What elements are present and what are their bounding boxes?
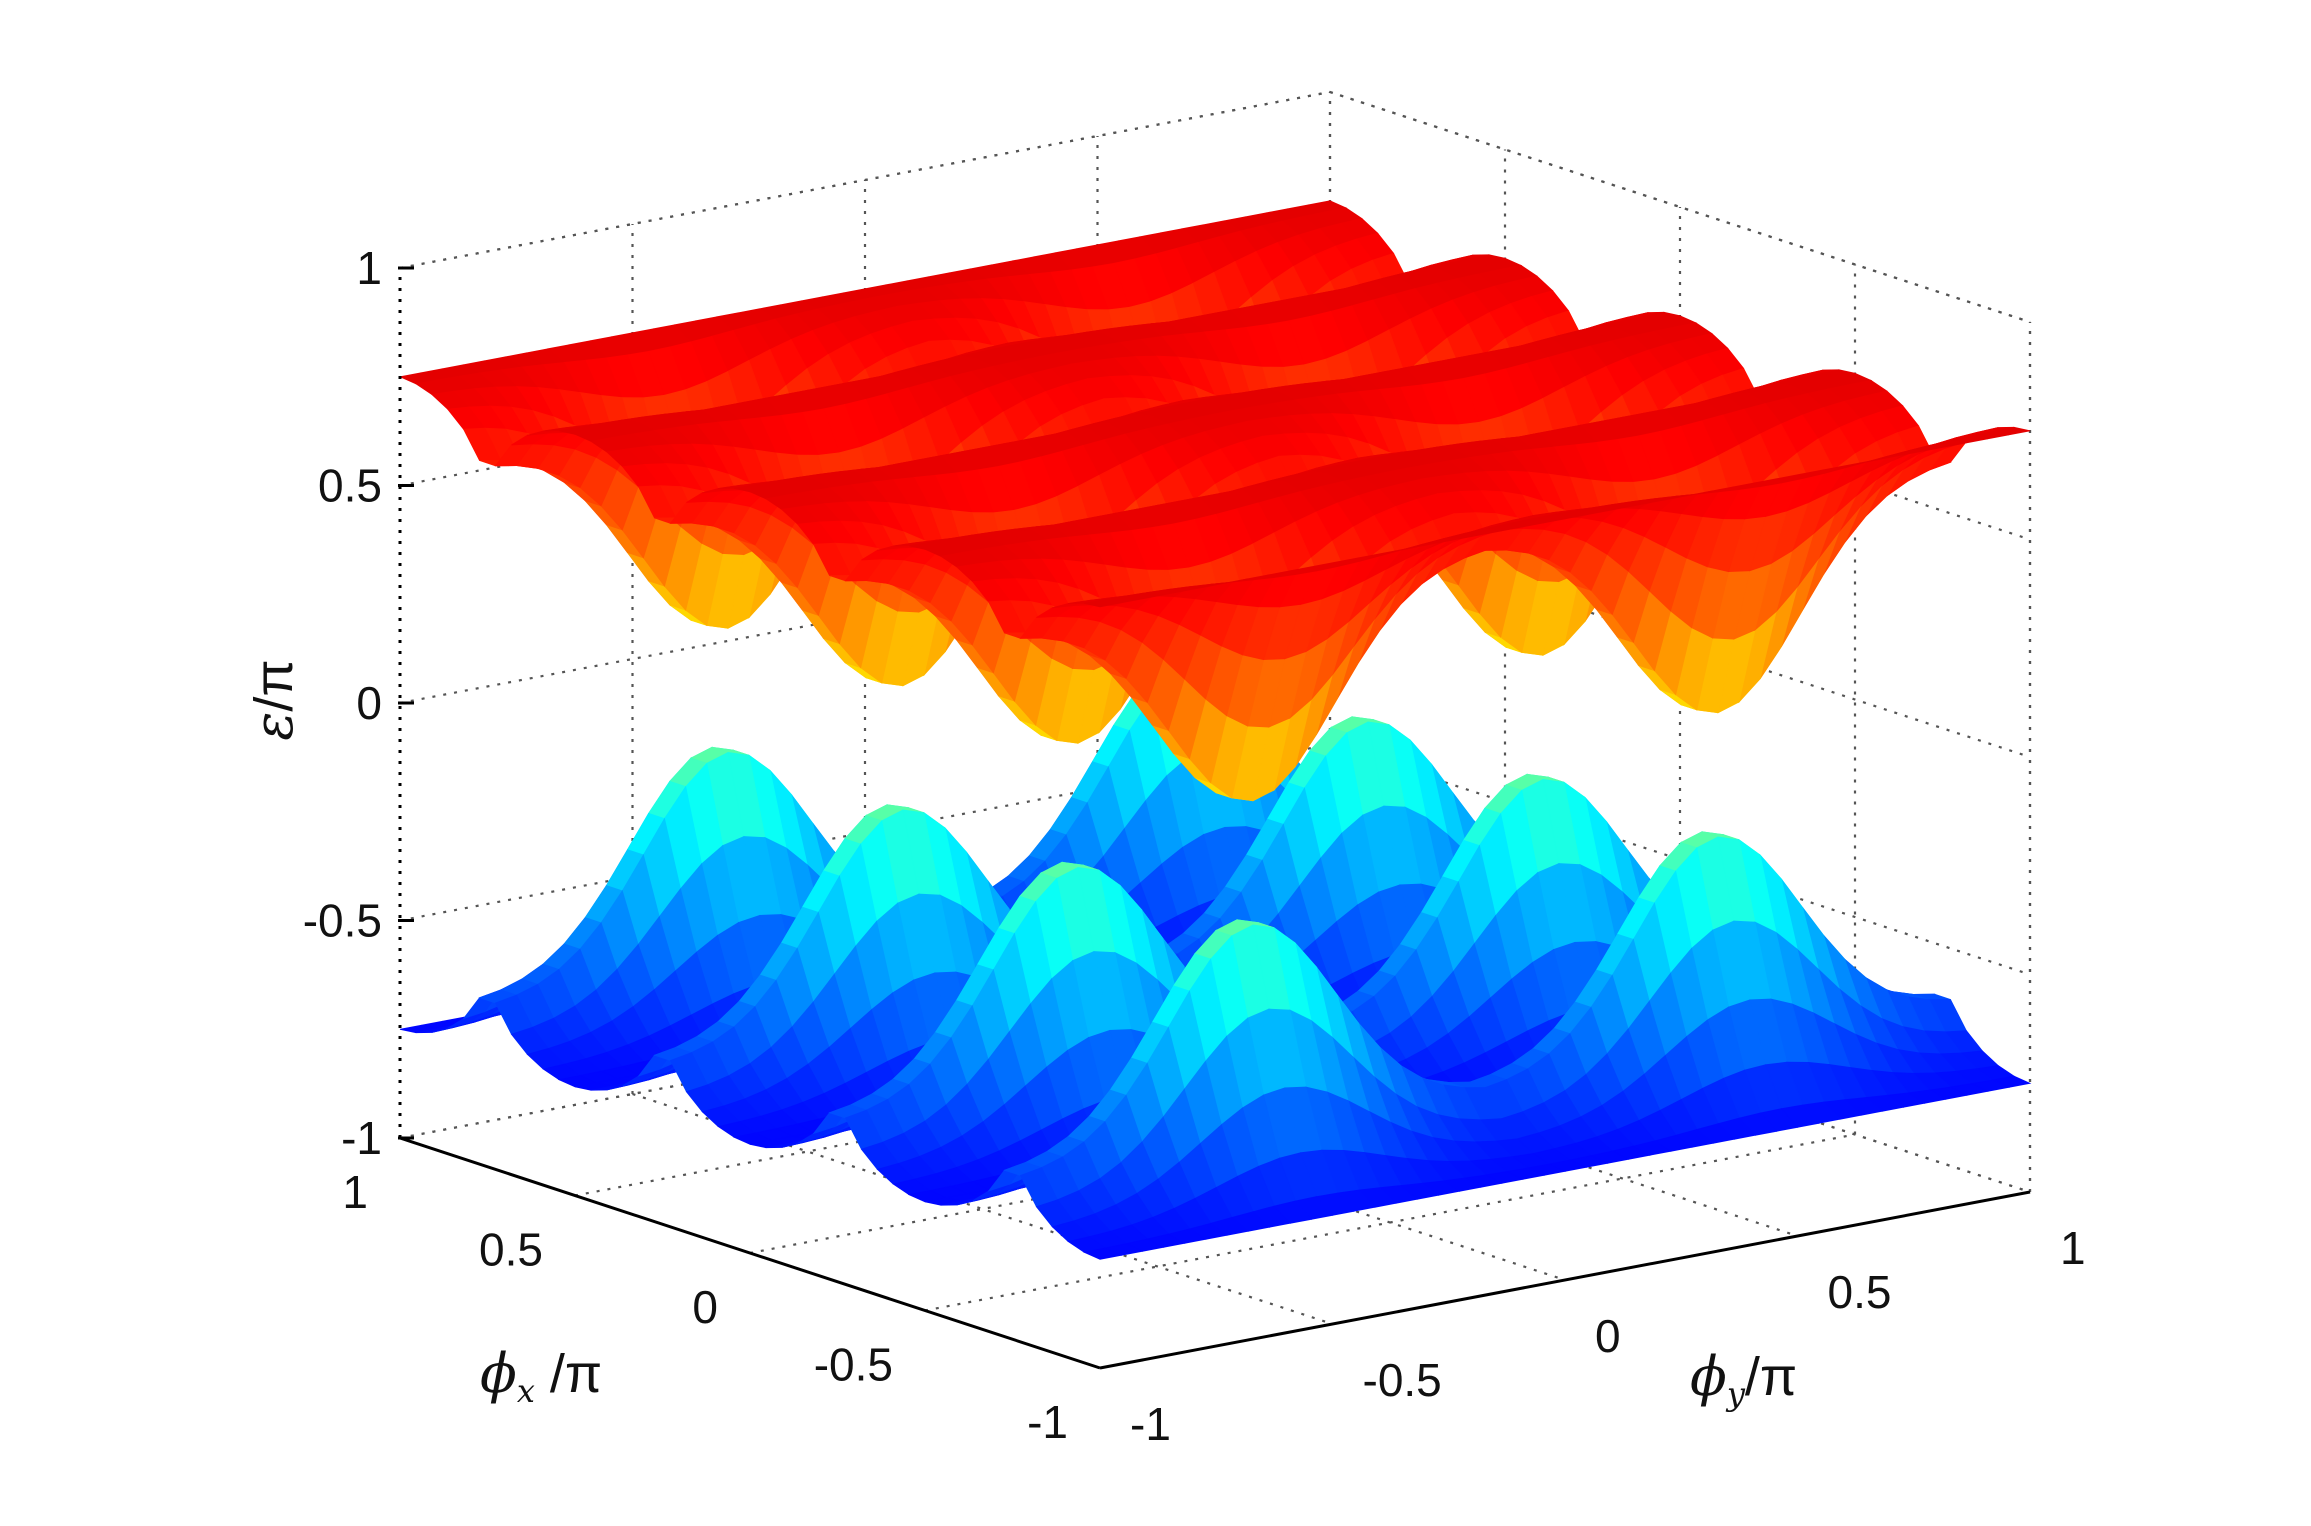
tick-labels: -1-0.500.51-1-0.500.51-1-0.500.51 bbox=[303, 242, 2086, 1450]
x-axis-line bbox=[399, 1136, 1101, 1370]
x-tick-label: -1 bbox=[1027, 1396, 1068, 1448]
x-tick-label: 0.5 bbox=[479, 1224, 543, 1276]
y-axis-line bbox=[1099, 1190, 2031, 1370]
y-tick-label: 1 bbox=[2060, 1222, 2086, 1274]
surface-cell-lower bbox=[1082, 1247, 1123, 1260]
z-tick-label: -1 bbox=[341, 1112, 382, 1164]
x-axis-label: ϕx /π bbox=[480, 1342, 602, 1410]
box-top-edge bbox=[399, 90, 2031, 324]
z-tick-label: 0 bbox=[356, 677, 382, 729]
z-axis-label: ε/π bbox=[242, 659, 305, 740]
surface-cell-upper bbox=[1084, 599, 1122, 608]
x-tick-label: 1 bbox=[342, 1166, 368, 1218]
z-tick-label: 0.5 bbox=[318, 460, 382, 512]
y-tick-label: -0.5 bbox=[1363, 1354, 1442, 1406]
z-tick-label: 1 bbox=[356, 242, 382, 294]
y-axis-label: ϕy/π bbox=[1690, 1345, 1797, 1413]
x-tick-label: 0 bbox=[692, 1281, 718, 1333]
y-tick-label: -1 bbox=[1130, 1398, 1171, 1450]
grid-line-z bbox=[1329, 743, 2031, 976]
y-tick-label: 0.5 bbox=[1828, 1266, 1892, 1318]
x-tick-label: -0.5 bbox=[814, 1339, 893, 1391]
z-tick-label: -0.5 bbox=[303, 895, 382, 947]
y-tick-label: 0 bbox=[1595, 1310, 1621, 1362]
surface-mesh bbox=[398, 200, 2032, 1260]
axes bbox=[398, 268, 2031, 1370]
